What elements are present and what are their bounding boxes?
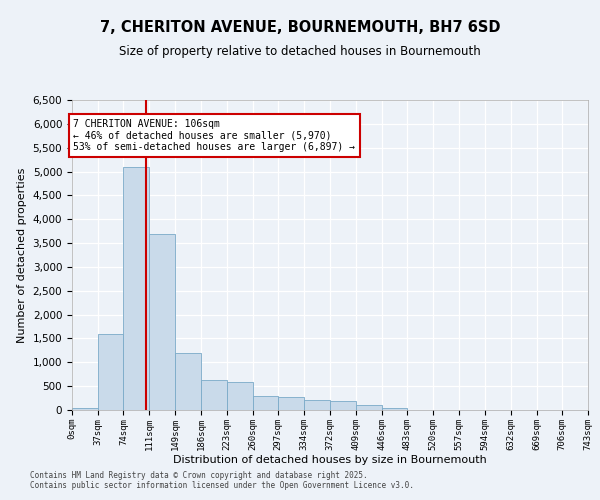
Bar	[227, 382, 253, 410]
Bar	[356, 405, 382, 410]
Text: Size of property relative to detached houses in Bournemouth: Size of property relative to detached ho…	[119, 45, 481, 58]
Bar	[124, 167, 149, 410]
Text: Contains HM Land Registry data © Crown copyright and database right 2025.
Contai: Contains HM Land Registry data © Crown c…	[30, 470, 414, 490]
Bar	[201, 380, 227, 410]
Bar	[72, 408, 98, 410]
Bar	[98, 334, 124, 410]
Bar	[382, 408, 407, 410]
Text: 7 CHERITON AVENUE: 106sqm
← 46% of detached houses are smaller (5,970)
53% of se: 7 CHERITON AVENUE: 106sqm ← 46% of detac…	[73, 119, 355, 152]
Bar	[149, 234, 175, 410]
Bar	[175, 353, 201, 410]
Bar	[304, 400, 331, 410]
Bar	[253, 396, 278, 410]
Bar	[331, 402, 356, 410]
X-axis label: Distribution of detached houses by size in Bournemouth: Distribution of detached houses by size …	[173, 456, 487, 466]
Text: 7, CHERITON AVENUE, BOURNEMOUTH, BH7 6SD: 7, CHERITON AVENUE, BOURNEMOUTH, BH7 6SD	[100, 20, 500, 35]
Y-axis label: Number of detached properties: Number of detached properties	[17, 168, 27, 342]
Bar	[278, 396, 304, 410]
